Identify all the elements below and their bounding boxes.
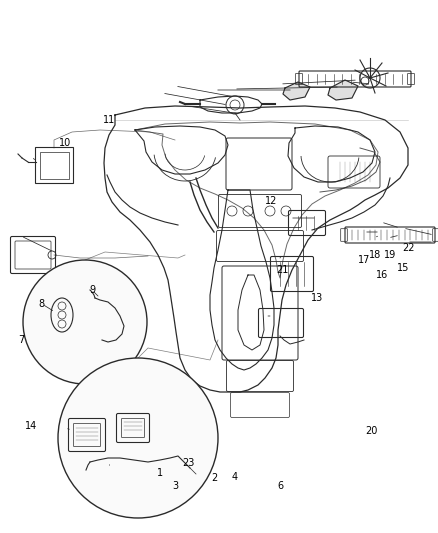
Text: 8: 8: [39, 299, 45, 309]
Polygon shape: [328, 80, 358, 100]
Text: 10: 10: [59, 138, 71, 148]
Text: 14: 14: [25, 422, 38, 431]
Text: 1: 1: [157, 469, 163, 478]
Text: 17: 17: [358, 255, 371, 265]
Text: 4: 4: [231, 472, 237, 482]
Text: 12: 12: [265, 197, 277, 206]
Circle shape: [23, 260, 147, 384]
Text: 16: 16: [376, 270, 388, 280]
Text: 23: 23: [182, 458, 194, 467]
Polygon shape: [283, 82, 310, 100]
Circle shape: [58, 358, 218, 518]
Text: 13: 13: [311, 294, 324, 303]
Text: 11: 11: [103, 115, 116, 125]
Text: 22: 22: [402, 244, 414, 253]
Text: 19: 19: [384, 250, 396, 260]
Text: 7: 7: [18, 335, 24, 345]
Text: 6: 6: [277, 481, 283, 491]
Text: 20: 20: [365, 426, 378, 435]
Text: 18: 18: [369, 250, 381, 260]
Text: 3: 3: [172, 481, 178, 491]
Text: 21: 21: [276, 265, 289, 274]
Text: 15: 15: [397, 263, 409, 272]
Text: 9: 9: [89, 285, 95, 295]
Text: 2: 2: [212, 473, 218, 482]
